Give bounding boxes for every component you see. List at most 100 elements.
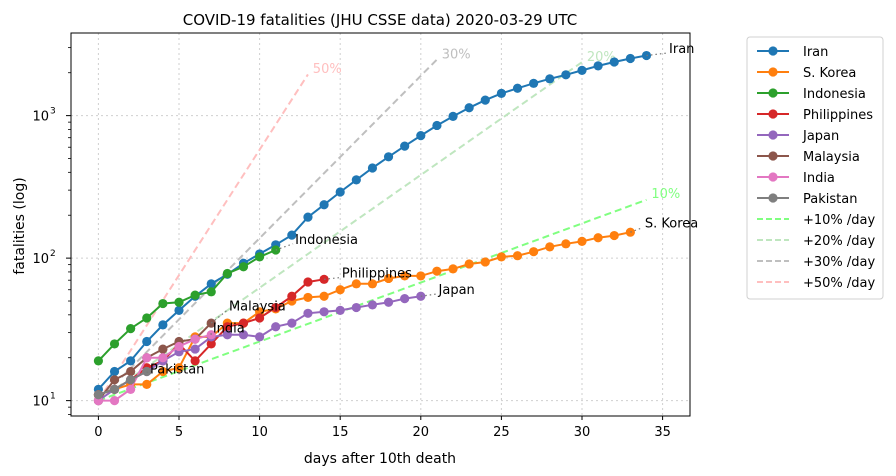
data-point: [271, 322, 281, 332]
data-point: [174, 341, 184, 352]
data-point: [238, 330, 249, 340]
reference-line: [97, 73, 309, 402]
legend-label: S. Korea: [803, 66, 856, 81]
legend-label: Pakistan: [803, 192, 857, 207]
data-point: [351, 175, 361, 185]
data-point: [593, 61, 603, 71]
data-point: [109, 396, 120, 406]
data-point: [609, 230, 619, 241]
chart-title: COVID-19 fatalities (JHU CSSE data) 2020…: [183, 11, 577, 29]
data-point: [561, 239, 571, 249]
data-point: [158, 320, 168, 330]
data-point: [109, 375, 120, 385]
data-point: [577, 65, 587, 75]
legend-item: Japan: [757, 129, 839, 144]
series-group: Iran S. Korea Indonesia Philippines Japan Mal…: [93, 42, 698, 406]
data-point: [351, 279, 361, 289]
data-point: [303, 212, 313, 222]
data-point: [126, 384, 136, 394]
data-point: [416, 271, 426, 281]
label-leader: [646, 52, 668, 57]
legend-label: India: [803, 171, 835, 186]
data-point: [529, 247, 539, 257]
data-point: [464, 103, 474, 113]
series-end-label: Japan: [438, 283, 475, 298]
data-point: [142, 366, 152, 377]
legend: Iran S. Korea Indonesia Philippines Japan Mal…: [746, 36, 884, 300]
data-point: [109, 339, 120, 349]
x-ticks: 0 5 10 15 20 25 30 35: [94, 416, 671, 440]
legend-item: +20% /day: [757, 234, 876, 249]
data-point: [335, 305, 345, 315]
series-end-label: Indonesia: [295, 233, 358, 248]
label-leader: [210, 309, 228, 324]
x-tick-label: 20: [413, 425, 430, 440]
legend-marker: [768, 193, 778, 203]
data-point: [335, 187, 345, 197]
data-point: [126, 366, 136, 377]
y-tick-label: 10: [32, 395, 49, 410]
data-point: [238, 318, 249, 328]
data-point: [480, 257, 490, 267]
legend-item: S. Korea: [757, 66, 856, 81]
legend-item: +30% /day: [757, 255, 876, 270]
data-point: [432, 266, 442, 276]
legend-item: Pakistan: [757, 192, 857, 207]
data-point: [545, 74, 555, 84]
data-point: [222, 330, 232, 340]
data-point: [255, 252, 265, 262]
legend-label: Iran: [803, 45, 828, 60]
data-point: [126, 375, 136, 385]
data-point: [448, 111, 458, 121]
y-tick-exponent: 3: [50, 107, 56, 117]
data-point: [303, 277, 313, 287]
data-point: [464, 259, 474, 269]
data-point: [126, 324, 136, 334]
grid-lines: [71, 33, 690, 416]
data-point: [303, 308, 313, 318]
series-end-label: Philippines: [342, 267, 412, 282]
data-point: [206, 279, 216, 289]
data-point: [529, 78, 539, 88]
data-point: [367, 300, 378, 310]
y-tick-exponent: 1: [50, 392, 56, 402]
data-point: [190, 290, 200, 300]
data-point: [222, 268, 232, 279]
data-point: [190, 356, 200, 366]
y-tick-label: 10: [32, 252, 49, 267]
series-line: [98, 370, 148, 396]
data-point: [190, 344, 200, 354]
x-tick-label: 5: [175, 425, 183, 440]
reference-line: [97, 58, 438, 402]
legend-item: +50% /day: [757, 276, 876, 291]
reference-line-label: 20%: [587, 50, 616, 65]
data-point: [400, 141, 410, 151]
data-point: [512, 83, 523, 93]
data-point: [367, 163, 378, 173]
legend-label: Malaysia: [803, 150, 860, 165]
reference-lines: 10% 20% 30% 50%: [97, 47, 680, 402]
legend-item: India: [757, 171, 835, 186]
data-point: [158, 298, 168, 309]
series-end-label: Iran: [669, 42, 694, 57]
data-point: [561, 70, 571, 80]
data-point: [142, 353, 152, 363]
legend-marker: [768, 109, 778, 119]
data-point: [287, 318, 297, 328]
legend-item: Philippines: [757, 108, 873, 123]
legend-marker: [768, 151, 778, 161]
data-point: [174, 305, 184, 315]
reference-line-label: 30%: [442, 47, 471, 62]
legend-marker: [768, 67, 778, 77]
data-point: [400, 293, 410, 304]
data-point: [593, 233, 603, 243]
data-point: [142, 313, 152, 323]
legend-box: [746, 36, 884, 300]
data-point: [400, 271, 410, 281]
data-point: [93, 356, 104, 366]
y-tick-exponent: 2: [50, 249, 56, 259]
data-point: [303, 292, 313, 303]
reference-line: [98, 198, 647, 402]
data-point: [93, 390, 104, 400]
label-leader: [146, 371, 149, 374]
